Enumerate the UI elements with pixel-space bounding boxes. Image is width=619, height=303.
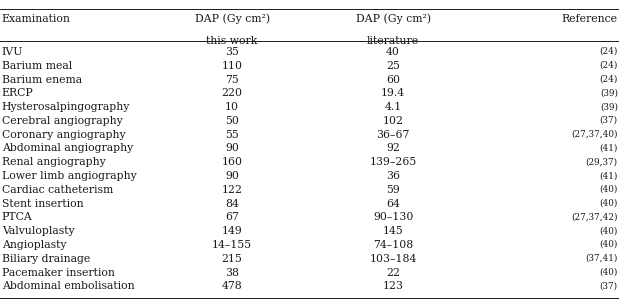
Text: (37,41): (37,41) bbox=[586, 254, 618, 263]
Text: Valvuloplasty: Valvuloplasty bbox=[2, 226, 74, 236]
Text: 149: 149 bbox=[222, 226, 243, 236]
Text: 64: 64 bbox=[386, 199, 400, 209]
Text: Abdominal embolisation: Abdominal embolisation bbox=[2, 281, 134, 291]
Text: (40): (40) bbox=[599, 199, 618, 208]
Text: 14–155: 14–155 bbox=[212, 240, 252, 250]
Text: 84: 84 bbox=[225, 199, 239, 209]
Text: 55: 55 bbox=[225, 130, 239, 140]
Text: 60: 60 bbox=[386, 75, 400, 85]
Text: 22: 22 bbox=[386, 268, 400, 278]
Text: ERCP: ERCP bbox=[2, 88, 33, 98]
Text: Lower limb angiography: Lower limb angiography bbox=[2, 171, 137, 181]
Text: 478: 478 bbox=[222, 281, 243, 291]
Text: (27,37,40): (27,37,40) bbox=[571, 130, 618, 139]
Text: 123: 123 bbox=[383, 281, 404, 291]
Text: 90: 90 bbox=[225, 171, 239, 181]
Text: 38: 38 bbox=[225, 268, 239, 278]
Text: (40): (40) bbox=[599, 268, 618, 277]
Text: Barium meal: Barium meal bbox=[2, 61, 72, 71]
Text: IVU: IVU bbox=[2, 47, 24, 57]
Text: (37): (37) bbox=[600, 281, 618, 290]
Text: 25: 25 bbox=[386, 61, 400, 71]
Text: 10: 10 bbox=[225, 102, 239, 112]
Text: 59: 59 bbox=[386, 185, 400, 195]
Text: Renal angiography: Renal angiography bbox=[2, 157, 106, 167]
Text: 90–130: 90–130 bbox=[373, 212, 413, 222]
Text: (24): (24) bbox=[599, 47, 618, 56]
Text: 90: 90 bbox=[225, 144, 239, 154]
Text: Examination: Examination bbox=[2, 14, 71, 24]
Text: 102: 102 bbox=[383, 116, 404, 126]
Text: Cardiac catheterism: Cardiac catheterism bbox=[2, 185, 113, 195]
Text: literature: literature bbox=[367, 36, 419, 46]
Text: (40): (40) bbox=[599, 226, 618, 235]
Text: 75: 75 bbox=[225, 75, 239, 85]
Text: DAP (Gy cm²): DAP (Gy cm²) bbox=[355, 14, 431, 24]
Text: 50: 50 bbox=[225, 116, 239, 126]
Text: Barium enema: Barium enema bbox=[2, 75, 82, 85]
Text: (41): (41) bbox=[599, 171, 618, 180]
Text: Stent insertion: Stent insertion bbox=[2, 199, 84, 209]
Text: 145: 145 bbox=[383, 226, 404, 236]
Text: (29,37): (29,37) bbox=[586, 157, 618, 166]
Text: 220: 220 bbox=[222, 88, 243, 98]
Text: 36: 36 bbox=[386, 171, 400, 181]
Text: this work: this work bbox=[207, 36, 258, 46]
Text: Hysterosalpingography: Hysterosalpingography bbox=[2, 102, 130, 112]
Text: (40): (40) bbox=[599, 240, 618, 249]
Text: 19.4: 19.4 bbox=[381, 88, 405, 98]
Text: PTCA: PTCA bbox=[2, 212, 33, 222]
Text: (24): (24) bbox=[599, 61, 618, 70]
Text: 4.1: 4.1 bbox=[384, 102, 402, 112]
Text: Abdominal angiography: Abdominal angiography bbox=[2, 144, 133, 154]
Text: 110: 110 bbox=[222, 61, 243, 71]
Text: 139–265: 139–265 bbox=[370, 157, 417, 167]
Text: DAP (Gy cm²): DAP (Gy cm²) bbox=[194, 14, 270, 24]
Text: (40): (40) bbox=[599, 185, 618, 194]
Text: (24): (24) bbox=[599, 75, 618, 84]
Text: Pacemaker insertion: Pacemaker insertion bbox=[2, 268, 115, 278]
Text: 74–108: 74–108 bbox=[373, 240, 413, 250]
Text: Biliary drainage: Biliary drainage bbox=[2, 254, 90, 264]
Text: 160: 160 bbox=[222, 157, 243, 167]
Text: (41): (41) bbox=[599, 144, 618, 152]
Text: (37): (37) bbox=[600, 116, 618, 125]
Text: 40: 40 bbox=[386, 47, 400, 57]
Text: 122: 122 bbox=[222, 185, 243, 195]
Text: Angioplasty: Angioplasty bbox=[2, 240, 66, 250]
Text: 92: 92 bbox=[386, 144, 400, 154]
Text: 67: 67 bbox=[225, 212, 239, 222]
Text: Cerebral angiography: Cerebral angiography bbox=[2, 116, 123, 126]
Text: (39): (39) bbox=[600, 88, 618, 97]
Text: Coronary angiography: Coronary angiography bbox=[2, 130, 126, 140]
Text: 103–184: 103–184 bbox=[370, 254, 417, 264]
Text: 35: 35 bbox=[225, 47, 239, 57]
Text: Reference: Reference bbox=[562, 14, 618, 24]
Text: 215: 215 bbox=[222, 254, 243, 264]
Text: (27,37,42): (27,37,42) bbox=[571, 212, 618, 221]
Text: 36–67: 36–67 bbox=[376, 130, 410, 140]
Text: (39): (39) bbox=[600, 102, 618, 111]
